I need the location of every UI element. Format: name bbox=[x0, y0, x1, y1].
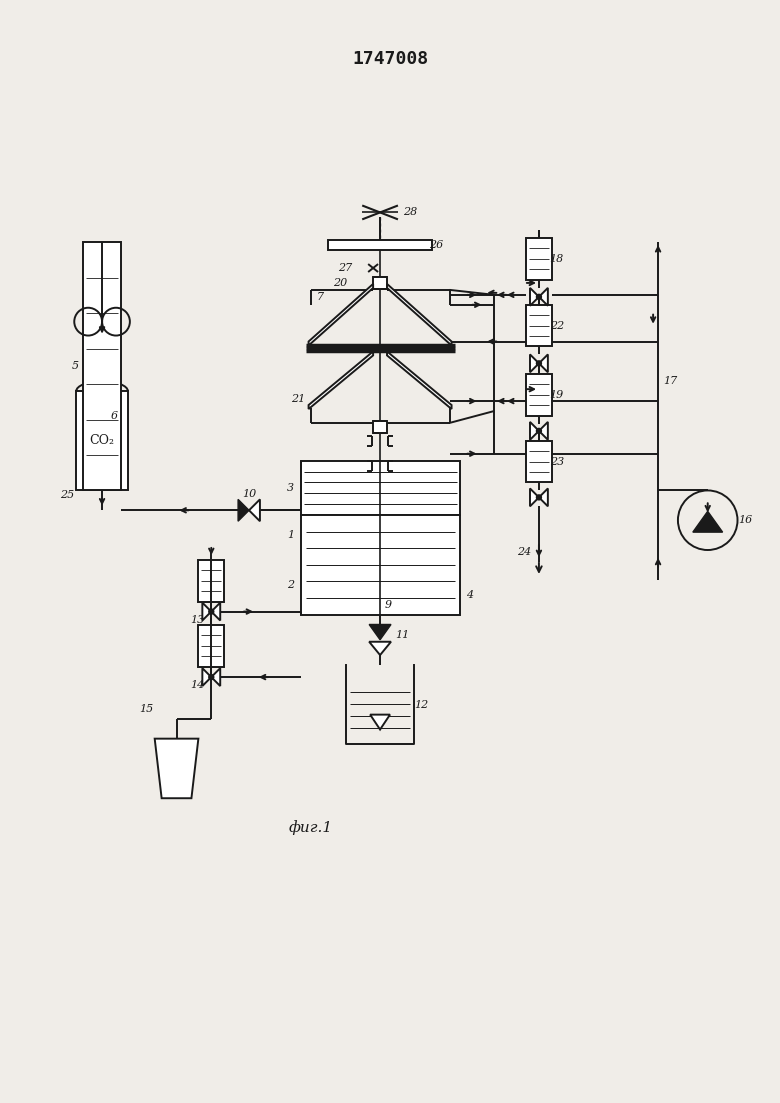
Polygon shape bbox=[95, 285, 102, 299]
Circle shape bbox=[209, 609, 214, 614]
Text: 16: 16 bbox=[739, 515, 753, 525]
Polygon shape bbox=[530, 422, 539, 440]
Text: 9: 9 bbox=[385, 600, 392, 610]
Bar bbox=[198, 625, 224, 667]
Bar bbox=[373, 421, 387, 432]
Text: 3: 3 bbox=[287, 483, 294, 493]
Polygon shape bbox=[154, 739, 198, 799]
Text: 25: 25 bbox=[60, 491, 74, 501]
Polygon shape bbox=[309, 352, 373, 409]
Text: фиг.1: фиг.1 bbox=[289, 821, 332, 835]
Text: 26: 26 bbox=[430, 240, 444, 250]
Polygon shape bbox=[211, 602, 220, 621]
Text: 20: 20 bbox=[333, 278, 347, 288]
Text: 11: 11 bbox=[395, 631, 409, 641]
Circle shape bbox=[537, 495, 541, 500]
Polygon shape bbox=[370, 715, 390, 729]
Polygon shape bbox=[249, 500, 260, 522]
Bar bbox=[300, 461, 459, 515]
Text: 1747008: 1747008 bbox=[352, 50, 428, 67]
Polygon shape bbox=[202, 602, 211, 621]
Text: 17: 17 bbox=[663, 376, 677, 386]
Circle shape bbox=[209, 675, 214, 679]
Polygon shape bbox=[530, 489, 539, 506]
Polygon shape bbox=[387, 352, 452, 409]
Polygon shape bbox=[369, 624, 391, 640]
Text: 1: 1 bbox=[287, 531, 294, 540]
Bar bbox=[76, 392, 128, 491]
Bar bbox=[198, 560, 224, 601]
Circle shape bbox=[537, 295, 541, 299]
Text: 13: 13 bbox=[190, 614, 204, 624]
Polygon shape bbox=[202, 668, 211, 686]
Polygon shape bbox=[309, 283, 373, 345]
Text: 5: 5 bbox=[72, 362, 79, 372]
Polygon shape bbox=[369, 642, 391, 655]
Text: 6: 6 bbox=[111, 411, 118, 421]
Text: 15: 15 bbox=[140, 704, 154, 714]
Bar bbox=[300, 515, 459, 614]
Bar bbox=[373, 277, 387, 289]
Polygon shape bbox=[693, 512, 722, 532]
Bar bbox=[526, 374, 551, 416]
Bar bbox=[526, 238, 551, 280]
Polygon shape bbox=[238, 500, 249, 522]
Text: 23: 23 bbox=[550, 457, 564, 467]
Text: 7: 7 bbox=[317, 292, 324, 302]
Polygon shape bbox=[539, 354, 548, 373]
Bar bbox=[328, 240, 431, 250]
Polygon shape bbox=[539, 489, 548, 506]
Text: 21: 21 bbox=[292, 394, 306, 404]
Text: 14: 14 bbox=[190, 681, 204, 690]
Polygon shape bbox=[539, 288, 548, 306]
Text: 18: 18 bbox=[550, 254, 564, 264]
Circle shape bbox=[537, 361, 541, 366]
Text: 22: 22 bbox=[550, 321, 564, 331]
Polygon shape bbox=[539, 422, 548, 440]
Text: 4: 4 bbox=[466, 590, 473, 600]
Bar bbox=[526, 304, 551, 346]
Text: 24: 24 bbox=[517, 547, 531, 557]
Text: 10: 10 bbox=[242, 490, 256, 500]
Circle shape bbox=[537, 428, 541, 433]
Text: CO₂: CO₂ bbox=[90, 435, 115, 448]
Text: 19: 19 bbox=[550, 390, 564, 400]
Bar bbox=[83, 243, 121, 491]
Text: 2: 2 bbox=[287, 580, 294, 590]
Polygon shape bbox=[211, 668, 220, 686]
Text: 12: 12 bbox=[415, 699, 429, 709]
Bar bbox=[526, 441, 551, 482]
Polygon shape bbox=[530, 288, 539, 306]
Polygon shape bbox=[530, 354, 539, 373]
Text: 28: 28 bbox=[402, 207, 417, 217]
Polygon shape bbox=[102, 285, 109, 299]
Polygon shape bbox=[387, 283, 452, 345]
Text: 27: 27 bbox=[339, 263, 353, 274]
